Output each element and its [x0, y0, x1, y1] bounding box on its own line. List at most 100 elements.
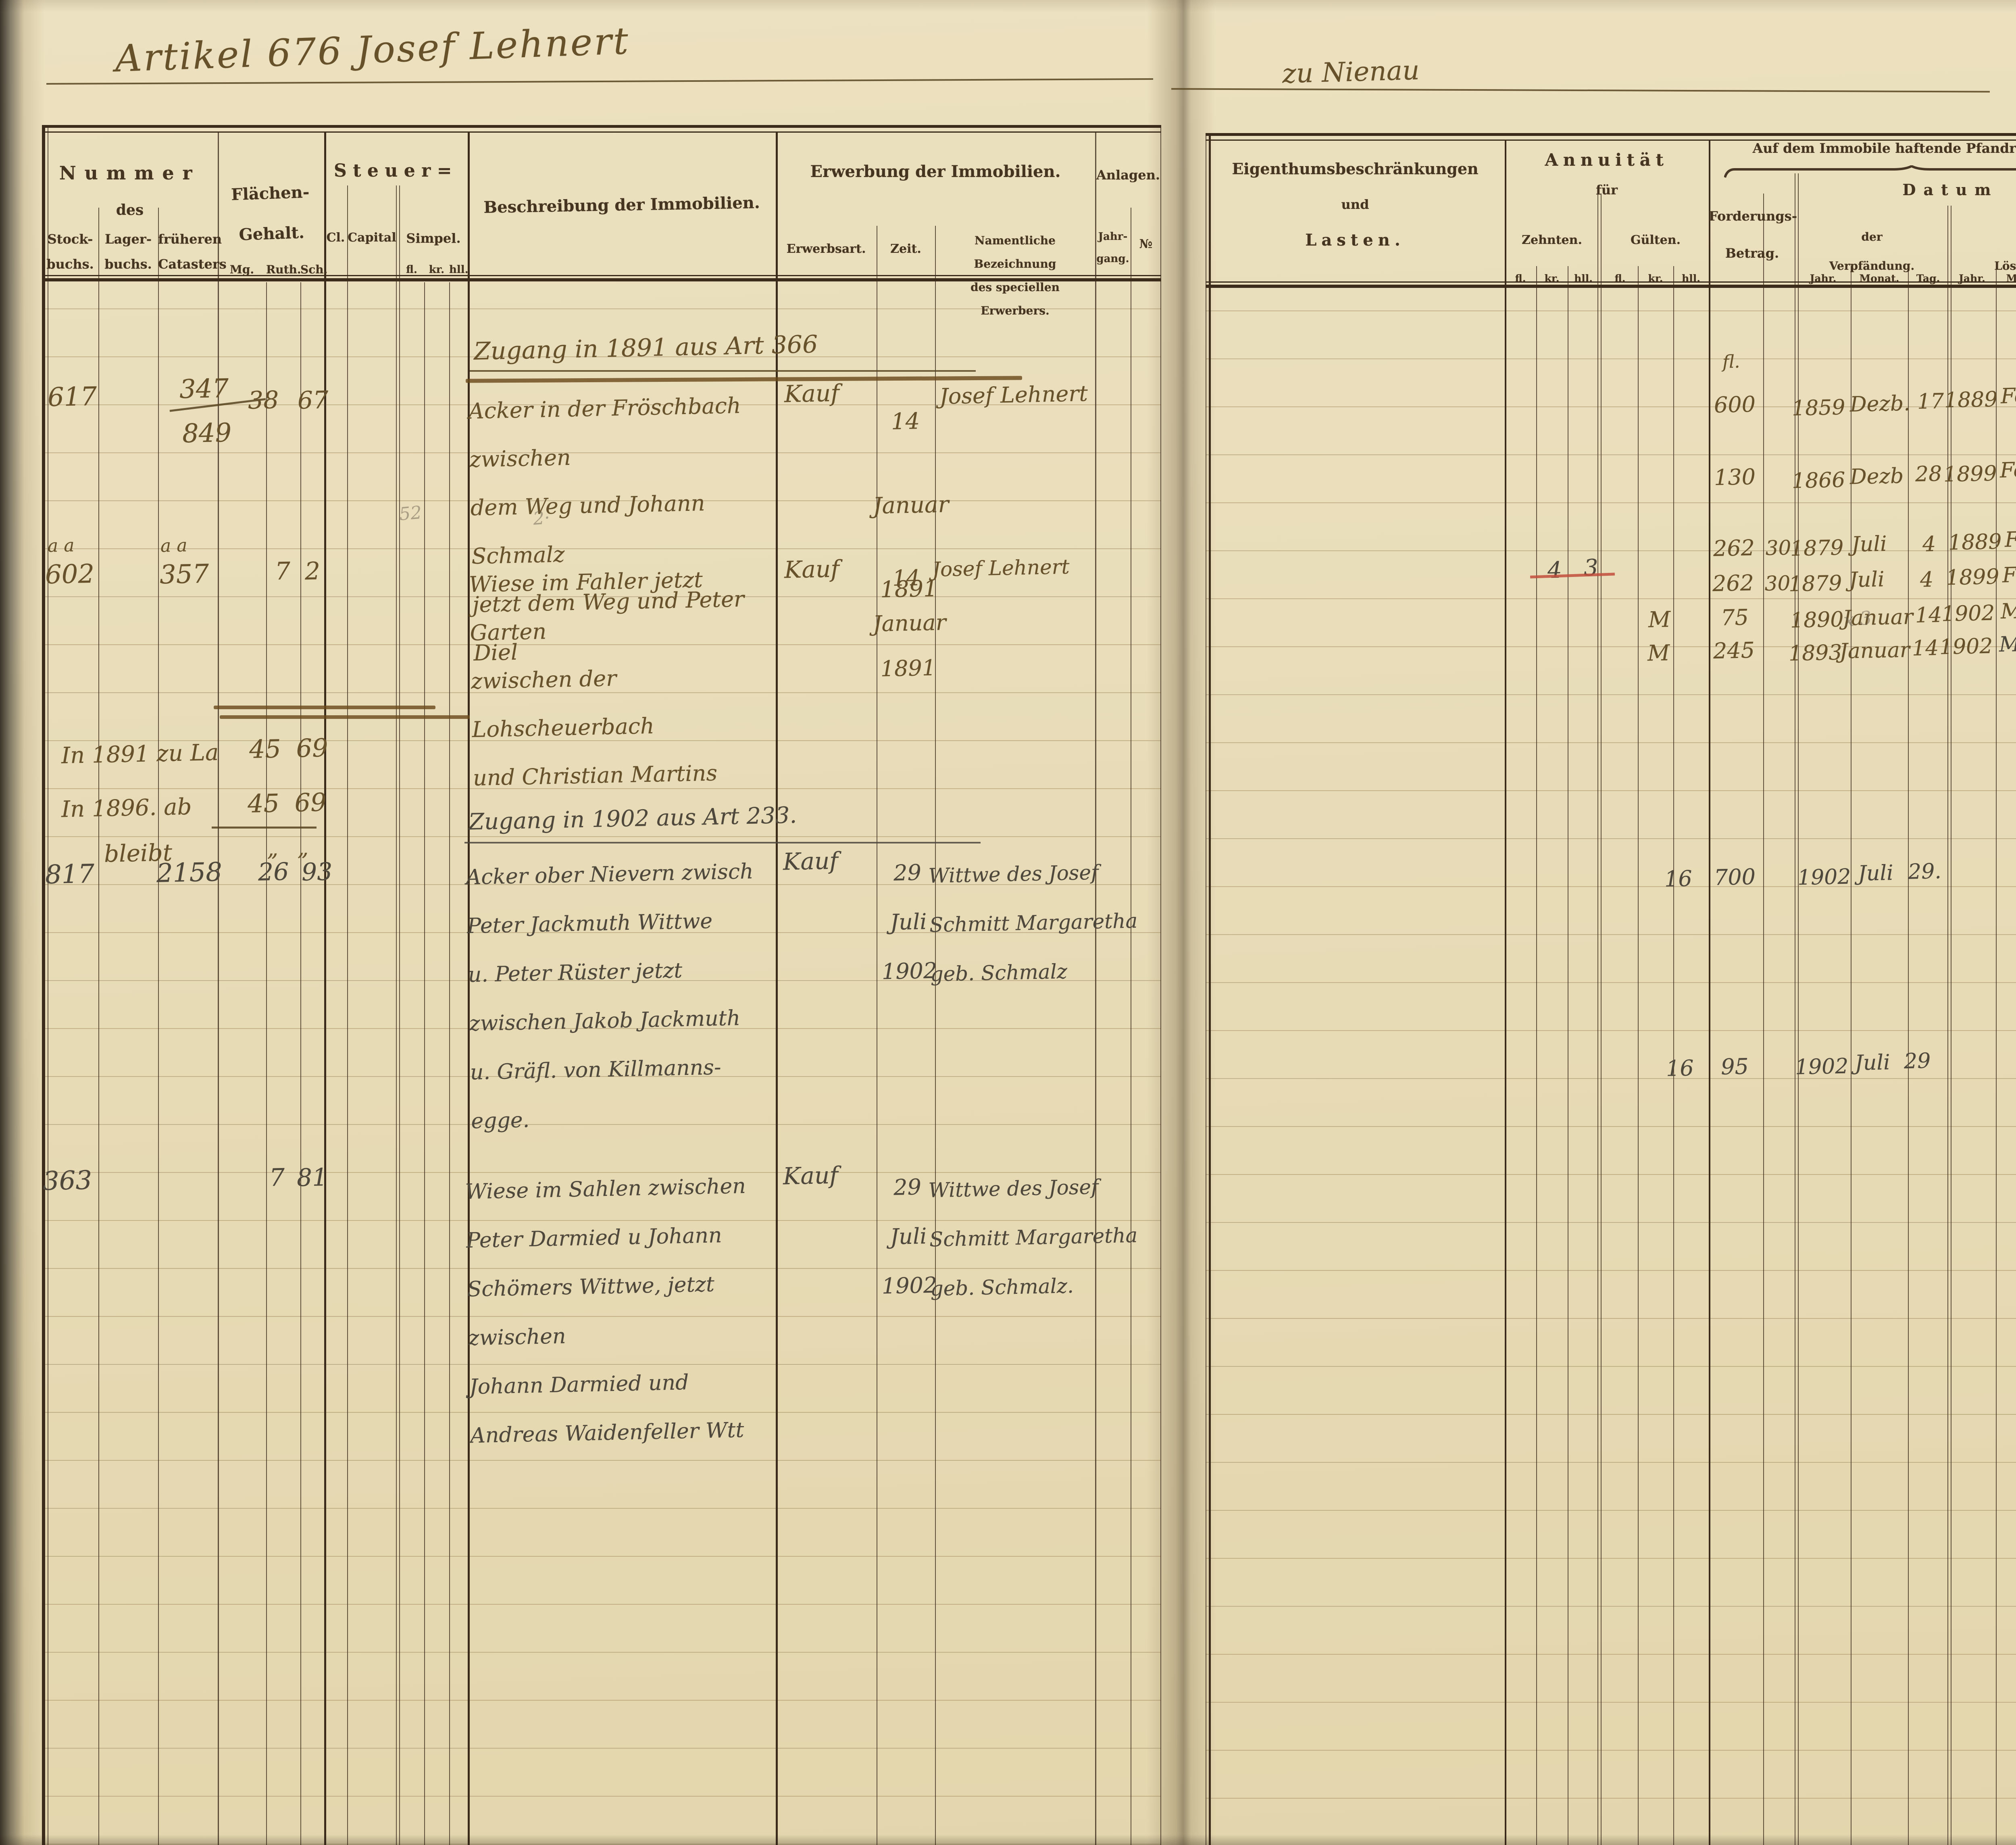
pfand-row-amt: 262 — [1712, 570, 1754, 597]
pfand-row-amt: 700 — [1714, 864, 1756, 891]
entry1-area-ruth: 38 — [248, 386, 279, 415]
grid-line — [1095, 131, 1096, 1845]
pfand-row-vm: Juli — [1854, 1050, 1891, 1075]
grid-line — [1505, 140, 1506, 1845]
ruled-lines — [42, 308, 1161, 1845]
grid-line — [42, 131, 1161, 133]
grid-line — [300, 282, 301, 1845]
grid-line — [324, 131, 326, 1845]
entry3-cataster: 2158 — [156, 857, 223, 889]
col-zeit: Zeit. — [890, 242, 921, 256]
col-l-jahr: Jahr. — [1959, 273, 1985, 284]
entry1-area-sch: 67 — [297, 386, 329, 415]
pfand-row-vj: 1902 — [1795, 1054, 1849, 1080]
col-forderung: Forderungs- Betrag. — [1709, 208, 1797, 261]
col-l-monat: Monat. — [2006, 273, 2016, 284]
title-underline-left — [46, 78, 1153, 85]
pfand-row-amt: 245 — [1713, 637, 1755, 664]
entry1-erwerber: Josef Lehnert — [939, 381, 1088, 409]
ruled-lines — [1206, 310, 2016, 1845]
entry3-stockbuch-nr: 817 — [45, 859, 95, 890]
pfand-row-vm: Juli — [1851, 532, 1887, 557]
grid-line — [1536, 266, 1537, 1845]
grid-line — [1160, 125, 1161, 1845]
grid-line — [1763, 194, 1764, 1845]
sum1-label: In 1891 zu La — [61, 739, 219, 769]
pfand-row-vm: Juli — [1849, 567, 1885, 592]
pencil-mark-capital: 52 — [398, 502, 423, 525]
pfand-row-lm: Mai — [1999, 631, 2016, 657]
grid-line — [266, 282, 267, 1845]
entry4-erwerbsart: Kauf — [783, 1161, 839, 1190]
sum-rule-b — [220, 715, 470, 719]
entry3-area-ruth: 26 — [258, 858, 289, 887]
pencil-mark-anlagen: x 3 — [1842, 606, 1873, 631]
col-z-kr: kr. — [1544, 273, 1560, 284]
col-eigenthum: Eigenthumsbeschränkungen — [1232, 160, 1479, 178]
col-g-hll: hll. — [1682, 273, 1700, 284]
pfand-row-lm: Febr — [1999, 457, 2016, 483]
entry2-area-sch: 2 — [304, 557, 321, 586]
col-sch: Sch. — [300, 263, 328, 276]
col-ruth: Ruth. — [266, 263, 301, 276]
sum-rule-a — [214, 706, 435, 709]
pencil-mark-simpel: 2· — [532, 507, 551, 529]
pfand-row-lj: 1902 — [1941, 601, 1995, 627]
pfand-row-lj: 1899 — [1945, 564, 1999, 590]
grid-line — [1206, 285, 2016, 288]
sum-underline — [212, 827, 317, 829]
grid-line — [1996, 266, 1997, 1845]
grid-line — [449, 282, 450, 1845]
col-namentlich: Namentliche Bezeichnung des speciellen E… — [970, 234, 1060, 317]
col-nummer-des: des — [116, 202, 144, 219]
grid-line — [1709, 140, 1710, 1845]
pfand-row-lj: 1899 — [1943, 461, 1997, 487]
grid-line — [935, 226, 936, 1845]
pfand-row-pre: 16 — [1666, 1055, 1694, 1081]
entry2-cataster: 357 — [159, 559, 209, 590]
pfand-row-lm: Febr — [2000, 383, 2016, 409]
pfand-row-lj: 1902 — [1939, 634, 1993, 660]
pfand-row-lj: 1889 — [1948, 529, 2002, 555]
grid-line — [1673, 266, 1674, 1845]
grid-line — [1206, 281, 2016, 283]
col-jahrgang: Jahr- gang. — [1096, 231, 1129, 265]
col-datum: Datum — [1902, 181, 1999, 199]
entry4-area-sch: 81 — [296, 1163, 328, 1192]
entry2-erwerber: Josef Lehnert — [932, 555, 1070, 581]
col-nummer: Nummer — [59, 162, 201, 184]
annuity-zehnten-kr: 3 — [1583, 554, 1599, 581]
col-annuitaet: Annuität — [1545, 150, 1669, 170]
pfand-row-vj: 1902 — [1797, 864, 1851, 890]
scan-bottom-shadow — [0, 1835, 2016, 1845]
col-anlagen: Anlagen. — [1096, 167, 1160, 183]
pfand-row-vt: 14 — [1915, 603, 1942, 628]
brace — [1724, 165, 2016, 178]
grid-line — [776, 131, 778, 1845]
pfand-row-vj: 1859 — [1791, 395, 1845, 421]
sum2-label: In 1896. ab — [61, 793, 192, 823]
book-gutter — [1147, 0, 1216, 1845]
entry2-aa-stock: a a — [47, 535, 75, 556]
col-z-hll: hll. — [1574, 273, 1593, 284]
pfand-row-vm: Dezb — [1849, 464, 1904, 489]
pfand-row-lm: Febr — [2004, 527, 2016, 552]
annuity-zehnten-fl: 4 — [1547, 557, 1562, 584]
col-z-fl: fl. — [1515, 273, 1526, 284]
grid-line — [218, 131, 219, 1845]
entry4-erwerber: Wittwe des Josef Schmitt Margaretha geb.… — [928, 1175, 1138, 1301]
grid-line — [42, 125, 1161, 128]
grid-line — [424, 282, 425, 1845]
col-lagerbuchs: Lager- buchs. — [104, 231, 152, 272]
grid-line — [399, 185, 400, 1845]
col-v-tag: Tag. — [1916, 273, 1940, 284]
col-zehnten: Zehnten. — [1522, 233, 1582, 247]
entry2-aa-cataster: a a — [160, 535, 187, 556]
col-erwerbung: Erwerbung der Immobilien. — [810, 162, 1061, 181]
entry2-erwerbsart: Kauf — [784, 555, 840, 584]
entry2-stockbuch-nr: 602 — [45, 559, 95, 590]
pfand-row-vj: 1866 — [1791, 468, 1845, 494]
pfand-row-amt: 600 — [1714, 391, 1756, 418]
section-1891-underline — [470, 370, 976, 372]
article-title: Artikel 676 Josef Lehnert — [114, 19, 631, 81]
